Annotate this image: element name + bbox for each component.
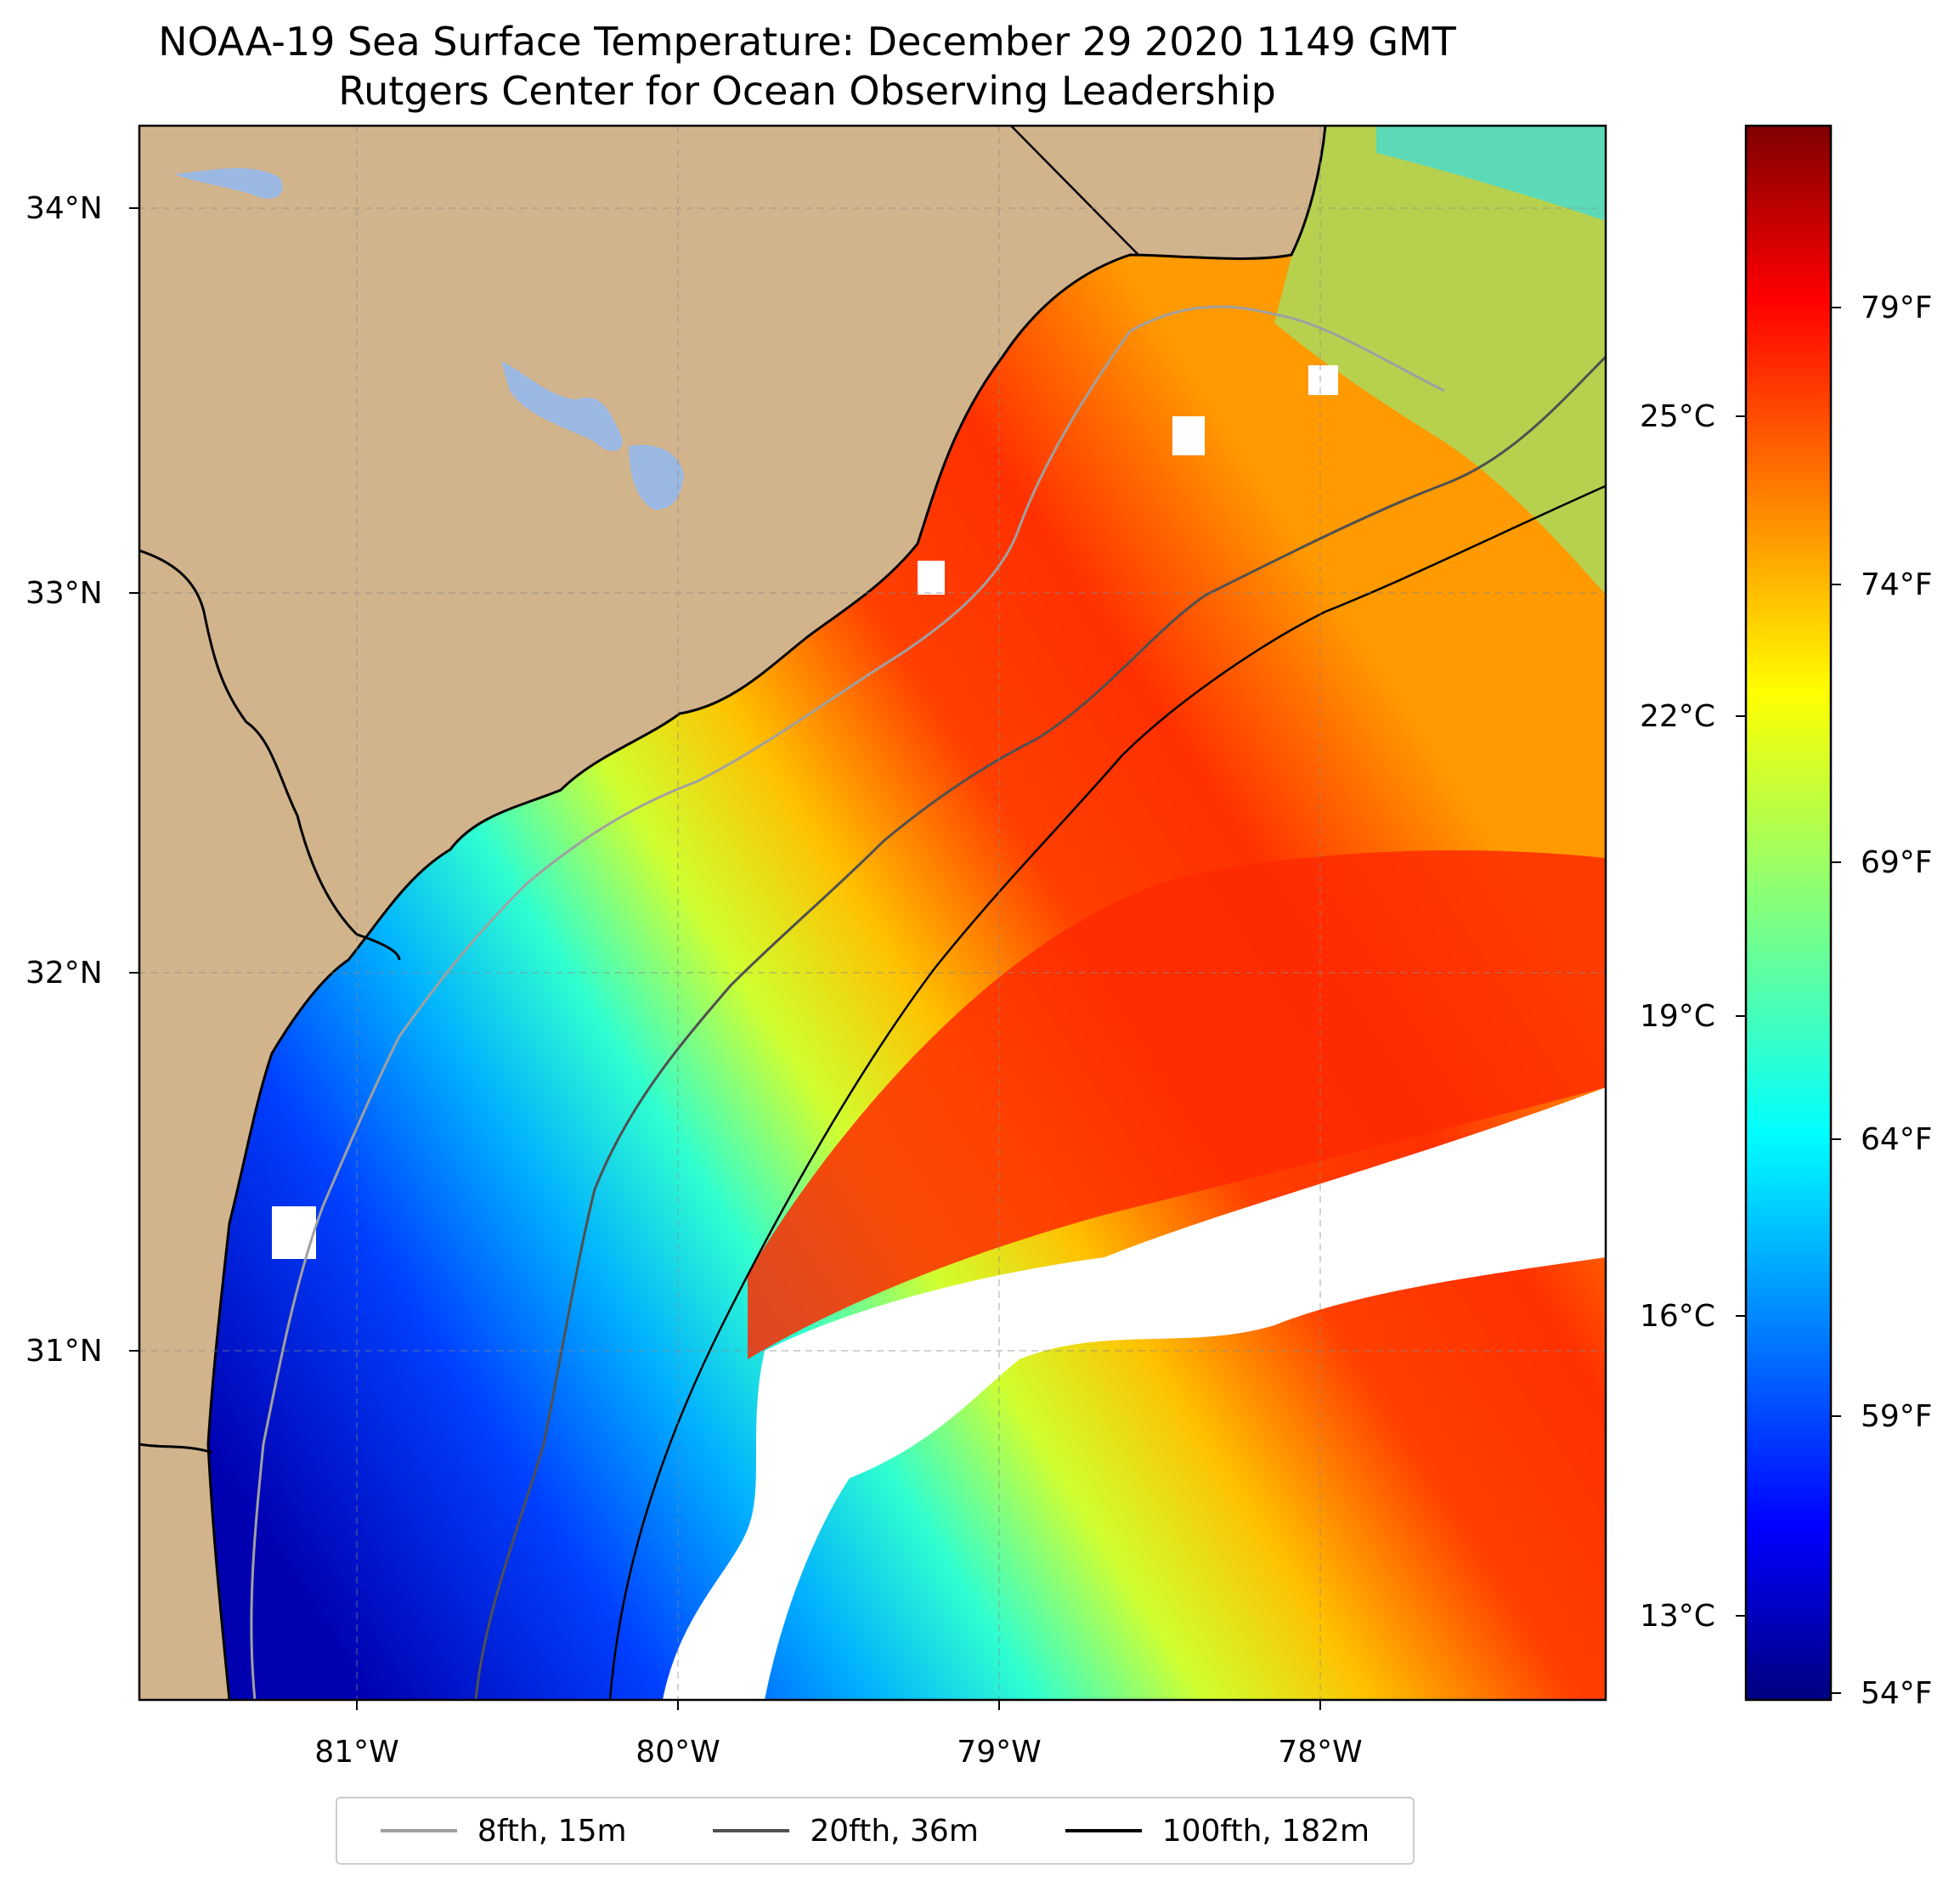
lon-label: 81°W	[314, 1735, 399, 1770]
cloud-mask-small	[1308, 365, 1338, 395]
state-boundary-nc-sc	[1010, 126, 1139, 256]
isobath-100fth	[608, 484, 1606, 1700]
legend-item-100fth: 100fth, 182m	[1065, 1814, 1370, 1849]
lon-label: 79°W	[957, 1735, 1042, 1770]
state-boundary-fl-ga	[139, 1442, 213, 1454]
colorbar-celsius-label: 22°C	[1640, 699, 1715, 734]
cloud-mask-small	[918, 561, 945, 595]
coastline	[206, 126, 1327, 1700]
map-plot-area	[139, 126, 1606, 1700]
cloud-mask-small	[272, 1206, 316, 1259]
land-mass	[139, 126, 1325, 1700]
legend-label: 100fth, 182m	[1161, 1813, 1370, 1849]
sst-cool-patch-ne	[1376, 126, 1606, 221]
lat-label: 31°N	[25, 1334, 103, 1369]
legend-label: 8fth, 15m	[477, 1813, 627, 1849]
colorbar-fahrenheit-label: 74°F	[1861, 567, 1933, 602]
lat-label: 34°N	[25, 191, 103, 226]
colorbar-celsius-label: 19°C	[1640, 999, 1715, 1034]
legend-item-20fth: 20fth, 36m	[713, 1814, 979, 1849]
legend-swatch	[380, 1829, 457, 1832]
state-boundary-ga-sc	[139, 549, 401, 961]
cloud-mask-small	[1172, 416, 1205, 455]
lake-moultrie	[629, 444, 684, 510]
lat-label: 32°N	[25, 956, 103, 991]
legend-swatch	[1065, 1829, 1142, 1832]
isobath-legend: 8fth, 15m 20fth, 36m 100fth, 182m	[336, 1797, 1415, 1865]
legend-label: 20fth, 36m	[810, 1813, 979, 1849]
map-axis-ticks	[129, 207, 1321, 1710]
colorbar-fahrenheit-label: 79°F	[1861, 291, 1933, 325]
lat-label: 33°N	[25, 576, 103, 611]
gulf-stream-core	[748, 850, 1606, 1359]
colorbar-fahrenheit-label: 69°F	[1861, 845, 1933, 880]
colorbar-celsius-label: 16°C	[1640, 1299, 1715, 1334]
map-subtitle: Rutgers Center for Ocean Observing Leade…	[338, 68, 1276, 114]
colorbar	[1744, 124, 1833, 1702]
map-frame	[138, 124, 1607, 1702]
colorbar-celsius-label: 13°C	[1640, 1599, 1715, 1634]
isobath-8fth	[250, 305, 1445, 1700]
cloud-mask	[663, 1087, 1606, 1700]
colorbar-fahrenheit-label: 54°F	[1861, 1676, 1933, 1711]
lon-label: 78°W	[1278, 1735, 1363, 1770]
legend-item-8fth: 8fth, 15m	[380, 1813, 627, 1849]
legend-swatch	[713, 1829, 790, 1832]
lake-marion	[501, 361, 623, 451]
colorbar-fahrenheit-label: 59°F	[1861, 1399, 1933, 1434]
colorbar-celsius-label: 25°C	[1640, 399, 1715, 434]
sst-cool-patch	[1274, 126, 1606, 595]
isobath-20fth	[474, 355, 1606, 1700]
map-gridlines	[139, 126, 1606, 1700]
lon-label: 80°W	[635, 1735, 720, 1770]
colorbar-ticks	[1736, 307, 1841, 1694]
map-title: NOAA-19 Sea Surface Temperature: Decembe…	[158, 19, 1456, 65]
colorbar-fahrenheit-label: 64°F	[1861, 1122, 1933, 1157]
lake	[174, 168, 283, 199]
